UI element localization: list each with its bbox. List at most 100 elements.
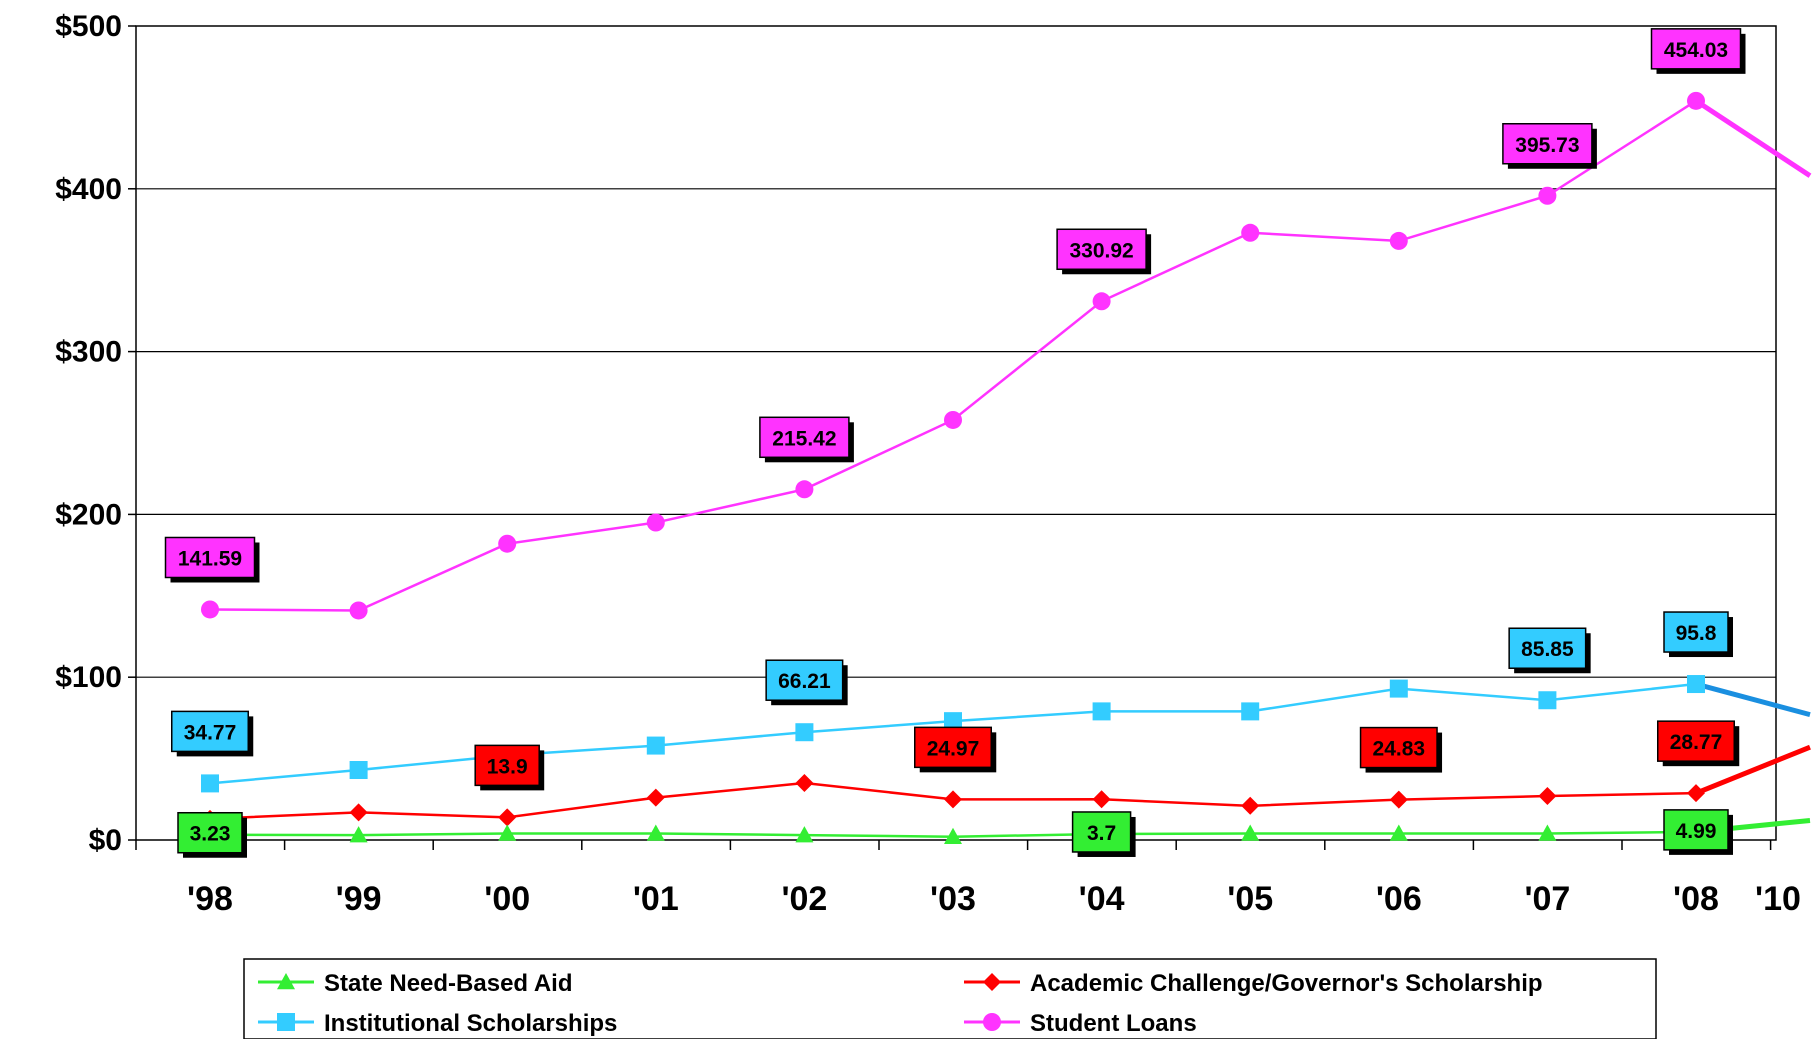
data-point: [646, 736, 665, 755]
data-point: [498, 808, 517, 827]
data-label: 13.9: [487, 755, 528, 778]
x-tick-label: '00: [484, 880, 530, 918]
data-point: [349, 826, 368, 843]
data-point: [795, 826, 814, 843]
data-label: 4.99: [1676, 820, 1717, 843]
data-label-box: 34.77: [171, 710, 254, 757]
y-tick-label: $300: [55, 336, 122, 369]
series-institutional-scholarships: [201, 675, 1811, 793]
data-label-box: 13.9: [474, 744, 545, 791]
data-label-box: 3.23: [177, 811, 247, 858]
data-label: 95.8: [1676, 622, 1717, 645]
data-point: [1389, 231, 1408, 250]
data-point: [1092, 292, 1111, 311]
label-background: [914, 726, 992, 769]
data-point: [1538, 824, 1557, 841]
data-label-box: 66.21: [765, 659, 848, 706]
data-label-box: 330.92: [1056, 228, 1152, 275]
label-background: [1071, 811, 1132, 853]
data-point: [944, 790, 962, 809]
data-label-box: 3.7: [1071, 811, 1136, 857]
data-label: 24.97: [927, 737, 980, 760]
data-point: [795, 480, 814, 499]
label-background: [177, 811, 243, 854]
legend: State Need-Based Aid Academic Challenge/G…: [243, 958, 1657, 1039]
x-tick-label: '04: [1079, 880, 1125, 918]
data-point: [983, 1013, 1001, 1031]
data-point: [349, 803, 368, 822]
data-label: 3.23: [190, 823, 231, 846]
data-point: [646, 513, 665, 532]
data-point: [1687, 91, 1705, 110]
label-background: [1663, 611, 1729, 653]
data-label: 3.7: [1087, 822, 1116, 845]
series-academic-challenge: [201, 744, 1811, 828]
data-label-box: 395.73: [1502, 123, 1597, 169]
legend-frame: [243, 958, 1657, 1039]
legend-item-student-loans: Student Loans: [964, 1010, 1197, 1037]
data-label: 454.03: [1664, 39, 1728, 62]
data-point: [277, 1013, 295, 1031]
axes: $0 $100 $200 $300 $400 $500 '98 '99 '00 '01 '02 '03…: [55, 10, 1801, 918]
data-point: [349, 760, 368, 779]
data-point: [201, 774, 219, 793]
projection-line: [1694, 98, 1812, 178]
x-tick-label: '10: [1755, 880, 1801, 918]
data-point: [944, 712, 962, 731]
x-tick-label: '99: [336, 880, 382, 918]
data-label-box: 85.85: [1508, 627, 1591, 674]
data-point: [1538, 691, 1557, 710]
data-point: [1389, 679, 1408, 698]
legend-label: Academic Challenge/Governor's Scholarshi…: [1030, 970, 1543, 997]
data-point: [1241, 796, 1260, 815]
x-tick-label: '02: [781, 880, 827, 918]
data-point: [1538, 787, 1557, 806]
data-point: [944, 410, 962, 429]
y-tick-label: $0: [89, 824, 122, 857]
x-tick-label: '07: [1524, 880, 1570, 918]
data-point: [1241, 824, 1260, 841]
projection-line: [1695, 744, 1811, 796]
projection-line: [1695, 681, 1811, 718]
x-tick-label: '98: [187, 880, 233, 918]
data-point: [349, 601, 368, 620]
x-tick-label: '06: [1376, 880, 1422, 918]
y-tick-label: $400: [55, 173, 122, 206]
legend-label: State Need-Based Aid: [324, 970, 573, 997]
label-background: [1663, 809, 1729, 851]
data-point: [1687, 784, 1705, 803]
data-point: [1241, 223, 1260, 242]
data-point: [1687, 675, 1705, 694]
label-background: [1650, 28, 1742, 70]
data-point: [795, 774, 814, 793]
data-label-box: 28.77: [1657, 720, 1740, 767]
data-label-box: 24.83: [1359, 726, 1443, 773]
data-point: [1092, 702, 1111, 721]
x-tick-label: '05: [1227, 880, 1273, 918]
data-label: 28.77: [1670, 731, 1723, 754]
data-point: [201, 600, 219, 619]
data-label-box: 454.03: [1650, 28, 1746, 74]
legend-label: Student Loans: [1030, 1010, 1197, 1037]
data-point: [498, 824, 517, 841]
y-tick-label: $500: [55, 10, 122, 43]
data-label-box: 215.42: [759, 416, 854, 463]
data-point: [646, 788, 665, 807]
series-student-loans: [201, 91, 1812, 620]
data-labels: 141.59 215.42 330.92 395.73 454.03 34.77 66.21…: [164, 28, 1746, 858]
data-label: 215.42: [772, 427, 836, 450]
label-background: [171, 710, 249, 753]
legend-label: Institutional Scholarships: [324, 1010, 617, 1037]
data-point: [983, 973, 1001, 991]
series-group: [201, 91, 1812, 844]
data-label-box: 141.59: [164, 536, 260, 583]
data-label: 34.77: [184, 721, 237, 744]
data-point: [1389, 824, 1408, 841]
data-label: 141.59: [178, 547, 242, 570]
data-point: [1092, 790, 1111, 809]
data-point: [1389, 790, 1408, 809]
data-point: [646, 824, 665, 841]
label-background: [1359, 726, 1438, 769]
label-background: [474, 744, 540, 787]
